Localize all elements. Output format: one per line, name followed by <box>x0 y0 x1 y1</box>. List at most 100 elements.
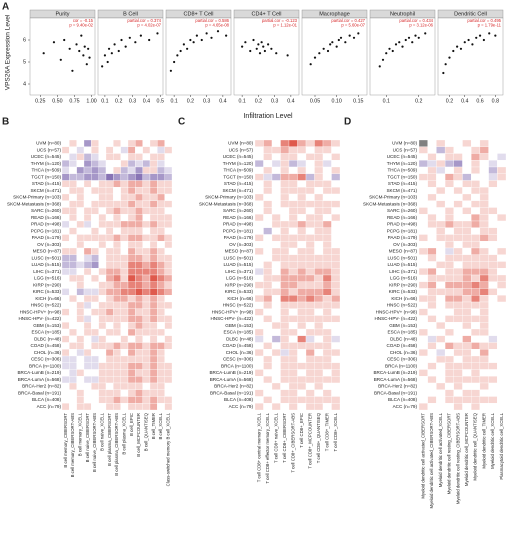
data-point <box>85 63 88 66</box>
heatmap-cell <box>331 214 341 222</box>
row-label: UVM (n=80) <box>228 141 253 146</box>
heatmap-cell <box>479 349 489 357</box>
heatmap-cell <box>427 220 437 228</box>
heatmap-cell <box>479 335 489 343</box>
heatmap-cell <box>280 227 290 235</box>
heatmap-cell <box>61 160 70 168</box>
column-label: Plasmacytoid dendritic cell_XCELL <box>499 412 504 479</box>
heatmap-cell <box>453 362 463 370</box>
heatmap-cell <box>305 335 315 343</box>
row-label: TGCT (n=150) <box>387 174 417 179</box>
heatmap-cell <box>142 220 151 228</box>
row-label: SARC (n=260) <box>223 208 253 213</box>
row-label: PAAD (n=179) <box>224 235 254 240</box>
data-point <box>156 32 159 35</box>
heatmap-cell <box>288 254 298 262</box>
heatmap-cell <box>271 315 281 323</box>
heatmap-cell <box>127 295 136 303</box>
heatmap-cell <box>427 247 437 255</box>
heatmap-cell <box>83 382 92 390</box>
heatmap-cell <box>427 139 437 147</box>
heatmap-cell <box>263 403 273 411</box>
x-tick-label: 0.10 <box>332 98 342 104</box>
heatmap-cell <box>113 187 121 195</box>
data-point <box>475 36 478 39</box>
heatmap-cell <box>314 362 324 370</box>
heatmap-cell <box>297 315 307 323</box>
heatmap-cell <box>314 153 324 161</box>
heatmap-cell <box>157 335 165 343</box>
heatmap-cell <box>418 160 428 168</box>
heatmap-cell <box>322 146 332 154</box>
heatmap-cell <box>83 362 92 370</box>
heatmap-cell <box>436 308 446 316</box>
heatmap-cell <box>314 261 324 269</box>
heatmap-cell <box>91 369 99 377</box>
heatmap-cell <box>98 281 107 289</box>
heatmap-cell <box>120 288 129 296</box>
heatmap-cell <box>254 403 264 411</box>
heatmap-cell <box>471 241 481 249</box>
heatmap-cell <box>305 180 315 188</box>
heatmap-cell <box>479 166 489 174</box>
heatmap-cell <box>83 214 92 222</box>
heatmap-cell <box>149 376 158 384</box>
heatmap-cell <box>105 389 114 397</box>
heatmap-cell <box>280 335 290 343</box>
heatmap-cell <box>331 193 341 201</box>
x-tick-label: 0.3 <box>203 98 210 104</box>
heatmap-cell <box>164 355 173 363</box>
heatmap-cell <box>254 234 264 242</box>
data-point <box>113 43 116 46</box>
heatmap-cell <box>453 200 463 208</box>
heatmap-cell <box>254 268 264 276</box>
heatmap-cell <box>271 261 281 269</box>
data-point <box>331 41 334 44</box>
heatmap-cell <box>113 274 121 282</box>
heatmap-cell <box>488 328 498 336</box>
heatmap-cell <box>149 355 158 363</box>
heatmap-cell <box>427 274 437 282</box>
heatmap-cell <box>297 328 307 336</box>
heatmap-cell <box>280 382 290 390</box>
heatmap-cell <box>436 362 446 370</box>
heatmap-cell <box>427 322 437 330</box>
heatmap-cell <box>418 173 428 181</box>
column-label: T cell CD8+ effector memory_XCELL <box>265 412 270 483</box>
heatmap-cell <box>418 234 428 242</box>
heatmap-cell <box>61 376 70 384</box>
heatmap-cell <box>263 301 273 309</box>
row-label: SKCM-Metastasis (n=368) <box>363 201 417 206</box>
heatmap-cell <box>149 335 158 343</box>
heatmap-cell <box>305 234 315 242</box>
heatmap-cell <box>453 234 463 242</box>
heatmap-cell <box>497 281 507 289</box>
heatmap-cell <box>263 376 273 384</box>
heatmap-cell <box>164 369 173 377</box>
heatmap-cell <box>427 281 437 289</box>
heatmap-cell <box>418 328 428 336</box>
heatmap-cell <box>488 220 498 228</box>
heatmap-cell <box>263 193 273 201</box>
heatmap-cell <box>331 146 341 154</box>
heatmap-cell <box>120 247 129 255</box>
heatmap-cell <box>91 315 99 323</box>
data-point <box>326 49 330 53</box>
heatmap-cell <box>444 234 454 242</box>
heatmap-cell <box>164 187 173 195</box>
correlation-annotation: p = 4.02e-07 <box>137 23 161 28</box>
heatmap-cell <box>479 207 489 215</box>
heatmap-cell <box>436 153 446 161</box>
heatmap-cell <box>297 247 307 255</box>
data-point <box>179 49 182 53</box>
correlation-annotation: partial.cor = -0.123 <box>262 18 298 23</box>
heatmap-cell <box>69 234 77 242</box>
heatmap-cell <box>120 308 129 316</box>
column-label: T cell CD8+_EPIC <box>299 413 304 448</box>
heatmap-cell <box>69 382 77 390</box>
heatmap-cell <box>418 376 428 384</box>
data-point <box>225 34 228 37</box>
heatmap-cell <box>453 193 463 201</box>
heatmap-cell <box>91 382 99 390</box>
heatmap-cell <box>76 247 85 255</box>
